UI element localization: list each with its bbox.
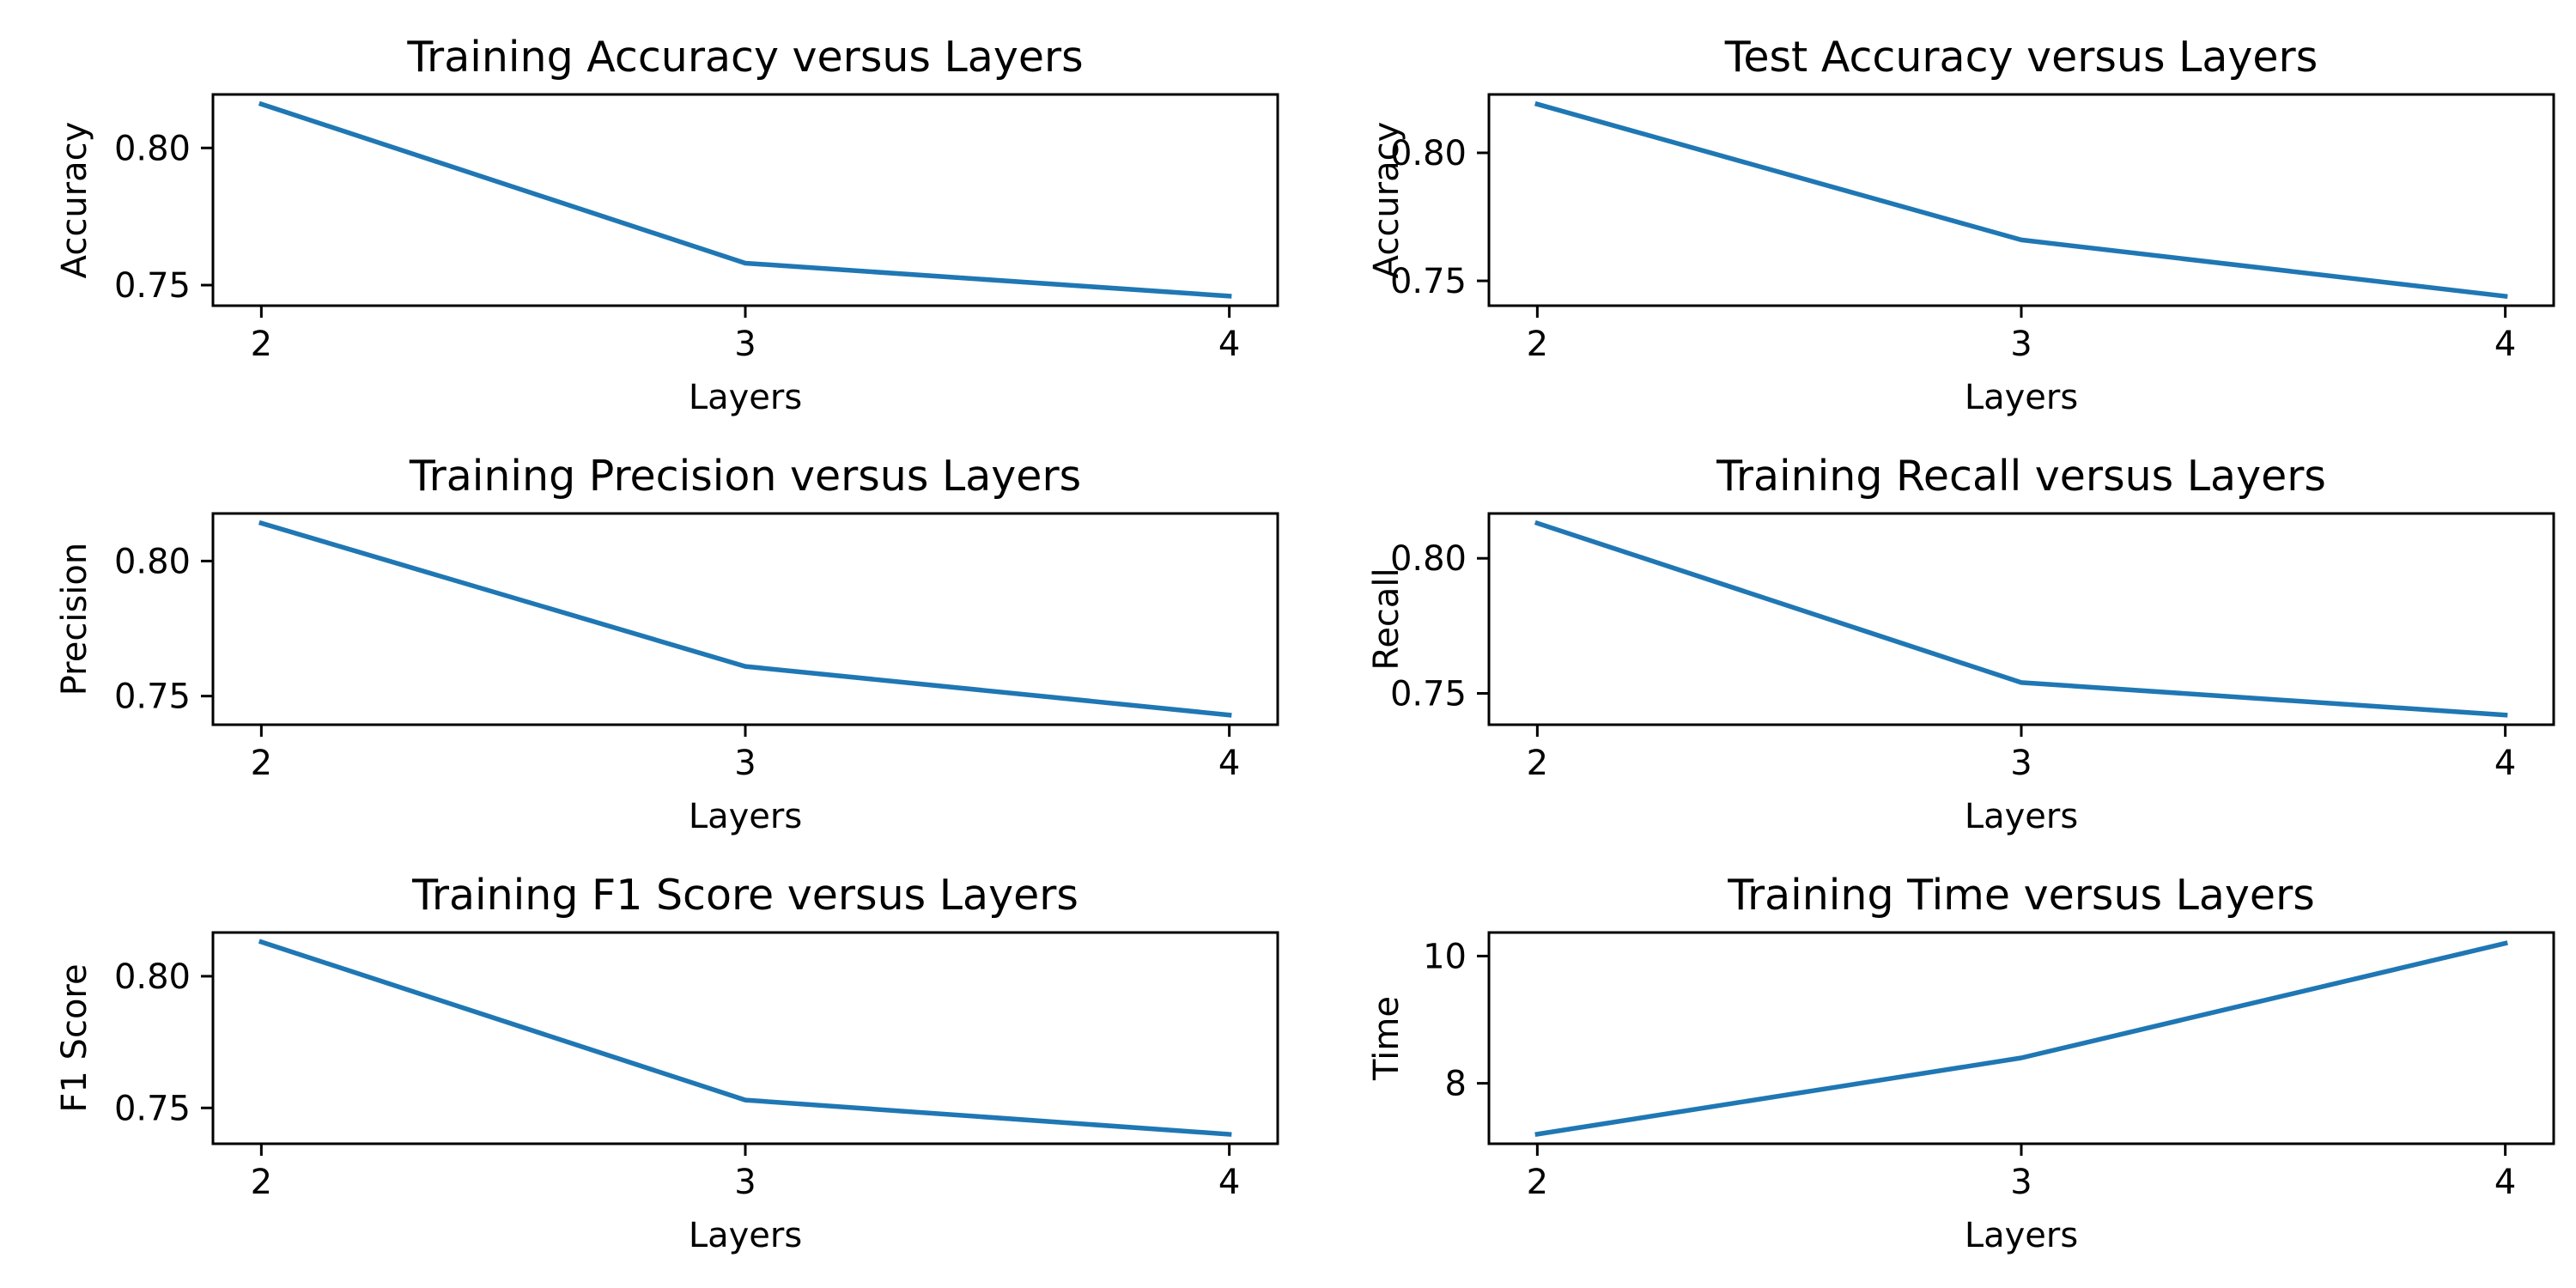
subplot-title: Training Recall versus Layers bbox=[1716, 452, 2326, 501]
subplot-6: Training Time versus Layers 2 3 4 8 10 Layers T… bbox=[1367, 871, 2555, 1255]
x-axis-label: Layers bbox=[1965, 797, 2078, 836]
x-tick-label: 3 bbox=[2010, 325, 2032, 364]
y-tick-label: 8 bbox=[1445, 1065, 1467, 1104]
series-line bbox=[1534, 100, 2508, 300]
subplot-title: Training F1 Score versus Layers bbox=[411, 871, 1078, 920]
subplot-title: Training Accuracy versus Layers bbox=[406, 33, 1083, 82]
x-tick-label: 4 bbox=[1218, 325, 1240, 364]
x-axis-label: Layers bbox=[689, 797, 802, 836]
subplot-5: Training F1 Score versus Layers 2 3 4 0.75 0.… bbox=[55, 871, 1279, 1255]
y-tick-label: 0.80 bbox=[114, 129, 191, 168]
series-line bbox=[258, 939, 1232, 1137]
y-axis-label: Precision bbox=[55, 543, 94, 696]
y-axis-label: Accuracy bbox=[1367, 122, 1406, 279]
y-tick-label: 0.80 bbox=[1390, 539, 1467, 579]
x-tick-label: 4 bbox=[2494, 325, 2516, 364]
x-tick-label: 3 bbox=[2010, 1163, 2032, 1202]
y-axis-label: Accuracy bbox=[55, 122, 94, 279]
x-tick-label: 4 bbox=[1218, 744, 1240, 783]
y-axis-label: Time bbox=[1367, 996, 1406, 1081]
subplot-3: Training Precision versus Layers 2 3 4 0.75 0… bbox=[55, 452, 1279, 836]
y-tick-label: 0.80 bbox=[114, 542, 191, 581]
subplot-1: Training Accuracy versus Layers 2 3 4 0.75 0.… bbox=[55, 33, 1279, 417]
x-tick-label: 2 bbox=[1527, 1163, 1548, 1202]
y-tick-label: 0.75 bbox=[114, 677, 191, 717]
y-tick-label: 0.75 bbox=[114, 266, 191, 306]
series-line bbox=[258, 100, 1232, 299]
y-tick-label: 0.75 bbox=[1390, 675, 1467, 714]
x-tick-label: 2 bbox=[1527, 744, 1548, 783]
subplot-title: Training Time versus Layers bbox=[1727, 871, 2315, 920]
x-tick-label: 4 bbox=[2494, 1163, 2516, 1202]
x-tick-label: 3 bbox=[734, 325, 756, 364]
series-line bbox=[1534, 940, 2508, 1138]
subplot-title: Test Accuracy versus Layers bbox=[1724, 33, 2318, 82]
x-tick-label: 2 bbox=[251, 1163, 272, 1202]
y-axis-label: Recall bbox=[1367, 568, 1406, 670]
x-axis-label: Layers bbox=[689, 1216, 802, 1255]
x-tick-label: 3 bbox=[734, 1163, 756, 1202]
y-tick-label: 0.75 bbox=[114, 1089, 191, 1128]
x-tick-label: 4 bbox=[1218, 1163, 1240, 1202]
x-tick-label: 2 bbox=[1527, 325, 1548, 364]
y-axis-label: F1 Score bbox=[55, 963, 94, 1112]
y-tick-label: 0.80 bbox=[1390, 134, 1467, 173]
y-tick-label: 0.80 bbox=[114, 957, 191, 997]
x-axis-label: Layers bbox=[689, 378, 802, 417]
x-axis-label: Layers bbox=[1965, 1216, 2078, 1255]
series-line bbox=[258, 519, 1232, 718]
series-line bbox=[1534, 519, 2508, 718]
x-tick-label: 4 bbox=[2494, 744, 2516, 783]
x-axis-label: Layers bbox=[1965, 378, 2078, 417]
x-tick-label: 3 bbox=[734, 744, 756, 783]
y-tick-label: 10 bbox=[1423, 937, 1467, 976]
y-tick-label: 0.75 bbox=[1390, 262, 1467, 301]
x-tick-label: 3 bbox=[2010, 744, 2032, 783]
x-tick-label: 2 bbox=[251, 744, 272, 783]
x-tick-label: 2 bbox=[251, 325, 272, 364]
subplot-2: Test Accuracy versus Layers 2 3 4 0.75 0.80 La… bbox=[1367, 33, 2555, 417]
subplot-title: Training Precision versus Layers bbox=[409, 452, 1081, 501]
subplot-4: Training Recall versus Layers 2 3 4 0.75 0.80… bbox=[1367, 452, 2555, 836]
